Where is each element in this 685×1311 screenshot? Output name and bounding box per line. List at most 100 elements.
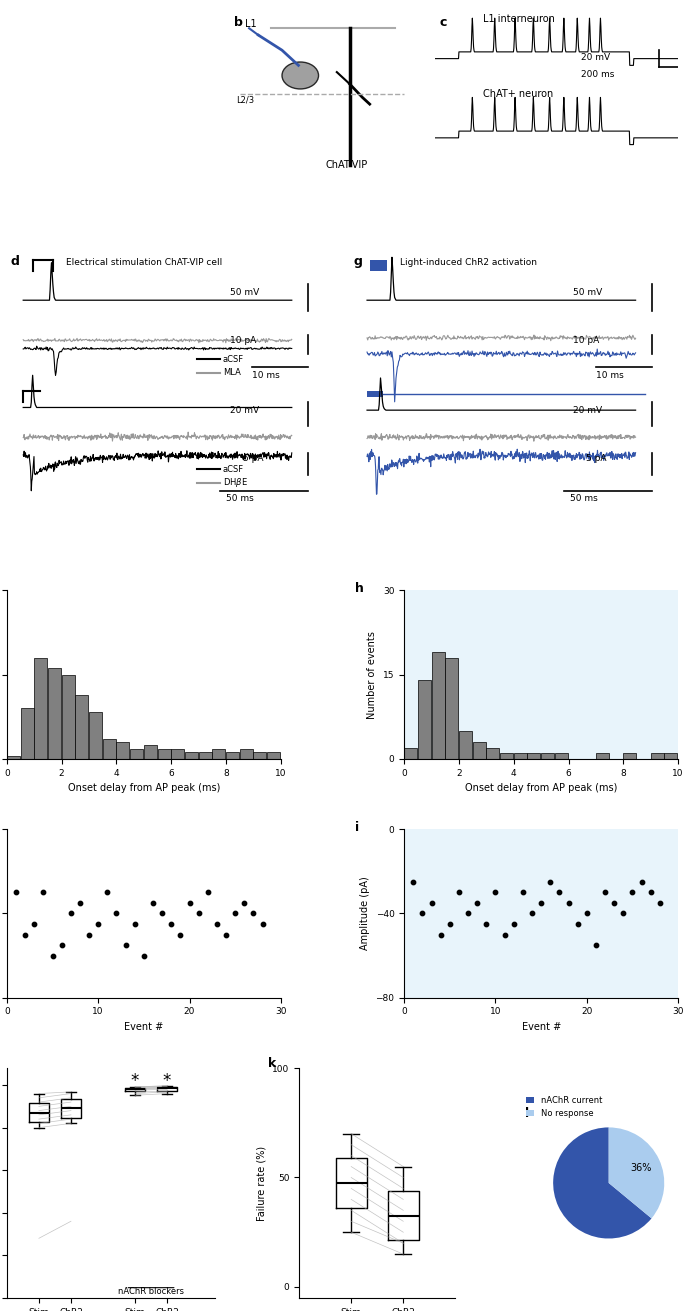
Point <box>147 893 158 914</box>
Point <box>545 872 556 893</box>
Text: 20 mV: 20 mV <box>229 406 259 414</box>
Point <box>599 882 610 903</box>
Ellipse shape <box>282 62 319 89</box>
X-axis label: Onset delay from AP peak (ms): Onset delay from AP peak (ms) <box>68 783 220 793</box>
Bar <box>199 753 212 759</box>
Point <box>56 935 67 956</box>
Bar <box>555 754 568 759</box>
Point <box>221 924 232 945</box>
Text: *: * <box>131 1072 139 1089</box>
Text: ChAT-VIP: ChAT-VIP <box>326 160 368 170</box>
Text: 20 mV: 20 mV <box>581 54 610 63</box>
Text: d: d <box>10 254 19 267</box>
Text: Electrical stimulation ChAT-VIP cell: Electrical stimulation ChAT-VIP cell <box>66 258 222 267</box>
Circle shape <box>60 101 125 155</box>
Y-axis label: Number of events: Number of events <box>367 631 377 718</box>
X-axis label: Event #: Event # <box>521 1023 561 1032</box>
Bar <box>48 667 61 759</box>
Bar <box>130 749 143 759</box>
Bar <box>418 680 431 759</box>
Point <box>645 882 656 903</box>
Bar <box>651 754 664 759</box>
Bar <box>596 754 609 759</box>
Text: g: g <box>354 254 363 267</box>
Y-axis label: Failure rate (%): Failure rate (%) <box>257 1146 266 1221</box>
Bar <box>514 754 527 759</box>
Text: k: k <box>268 1057 276 1070</box>
Bar <box>459 730 472 759</box>
Point <box>229 903 240 924</box>
Bar <box>144 746 157 759</box>
Text: 5 pA: 5 pA <box>242 454 263 463</box>
Bar <box>473 742 486 759</box>
Text: 50 mV: 50 mV <box>229 288 259 296</box>
Point <box>184 893 195 914</box>
Point <box>453 882 464 903</box>
Bar <box>367 392 384 397</box>
Point <box>257 914 268 935</box>
Point <box>65 903 76 924</box>
Point <box>636 872 647 893</box>
Bar <box>432 652 445 759</box>
Point <box>111 903 122 924</box>
Bar <box>158 749 171 759</box>
Point <box>536 893 547 914</box>
Point <box>157 903 168 924</box>
Point <box>627 882 638 903</box>
Point <box>47 945 58 966</box>
Bar <box>404 747 417 759</box>
Bar <box>34 658 47 759</box>
Point <box>618 903 629 924</box>
Point <box>499 924 510 945</box>
Point <box>212 914 223 935</box>
Point <box>609 893 620 914</box>
Point <box>175 924 186 945</box>
Point <box>490 882 501 903</box>
Point <box>462 903 473 924</box>
Text: 36%: 36% <box>631 1163 652 1172</box>
Bar <box>62 675 75 759</box>
Bar <box>212 749 225 759</box>
Text: 10 pA: 10 pA <box>229 336 256 345</box>
Text: DH$\beta$E: DH$\beta$E <box>223 476 248 489</box>
Point <box>29 914 40 935</box>
Point <box>102 882 113 903</box>
Bar <box>103 738 116 759</box>
Text: 5 pA: 5 pA <box>586 454 607 463</box>
Text: Light-induced ChR2 activation: Light-induced ChR2 activation <box>400 258 537 267</box>
Point <box>248 903 259 924</box>
Point <box>129 914 140 935</box>
Point <box>75 893 86 914</box>
Text: 10 ms: 10 ms <box>596 371 624 380</box>
Text: L2/3: L2/3 <box>236 96 254 105</box>
Text: i: i <box>355 821 359 834</box>
Point <box>202 882 213 903</box>
Text: aCSF: aCSF <box>223 355 244 364</box>
Point <box>582 903 593 924</box>
Bar <box>89 712 102 759</box>
Circle shape <box>51 94 133 161</box>
Point <box>38 882 49 903</box>
Text: 50 ms: 50 ms <box>570 494 598 503</box>
Text: 10 ms: 10 ms <box>253 371 280 380</box>
Text: MLA: MLA <box>223 368 241 378</box>
Text: aCSF: aCSF <box>223 465 244 473</box>
Point <box>120 935 131 956</box>
Wedge shape <box>553 1127 651 1239</box>
Text: h: h <box>355 582 364 595</box>
Point <box>481 914 492 935</box>
Bar <box>527 754 540 759</box>
Wedge shape <box>609 1127 664 1218</box>
Circle shape <box>76 114 108 142</box>
Point <box>517 882 528 903</box>
Text: 50 ms: 50 ms <box>226 494 254 503</box>
Text: nAChR blockers: nAChR blockers <box>118 1287 184 1297</box>
Point <box>572 914 583 935</box>
Bar <box>664 754 677 759</box>
Text: b: b <box>234 17 243 29</box>
Point <box>654 893 665 914</box>
Bar <box>7 755 20 759</box>
Text: 10 pA: 10 pA <box>573 336 599 345</box>
Point <box>508 914 519 935</box>
Point <box>527 903 538 924</box>
